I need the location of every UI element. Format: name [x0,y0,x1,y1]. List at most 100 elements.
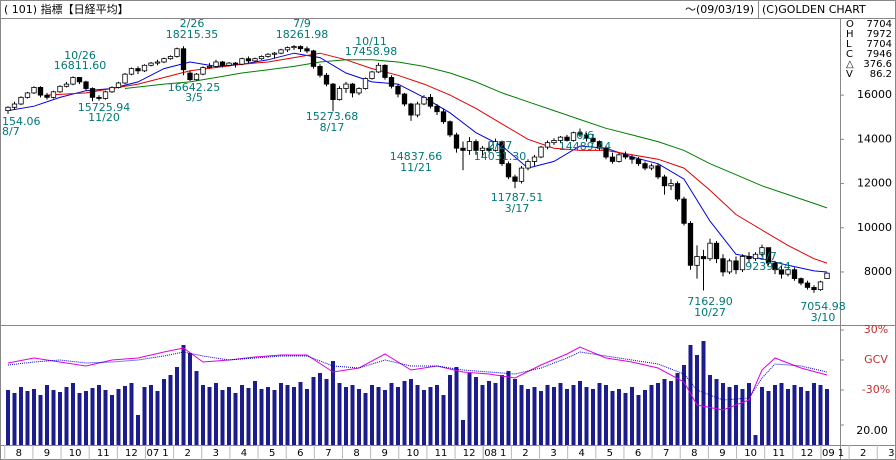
volume-bar [487,381,491,445]
volume-bar [747,383,751,445]
x-tick-label: 7 [325,448,331,459]
candle-body [791,269,798,279]
volume-bar [773,385,777,445]
candle-body [31,87,37,94]
x-tick-label: 8 [691,448,697,459]
volume-bar [285,385,290,445]
volume-bar [597,383,602,445]
x-tick-label: 11 [772,448,785,459]
volume-bar [6,390,10,445]
x-tick-label: 12 [463,448,476,459]
y-tick-label: 12000 [857,177,892,190]
volume-bar [207,387,212,445]
candle-body [219,61,226,66]
candle-body [356,88,362,94]
candle-body [122,73,128,84]
candle-body [330,83,336,100]
candle-body [460,147,466,151]
candle-body [499,141,505,165]
candle-body [648,165,655,169]
volume-bar [188,353,192,445]
x-tick-label: 1 [500,448,506,459]
volume-bar [71,383,75,445]
x-tick-label: 6 [635,448,641,459]
candle-body [317,66,323,76]
candle-body [505,163,512,178]
annotation: 10/11 [355,35,387,48]
candle-body [187,72,193,81]
x-tick-label: 11 [435,448,448,459]
volume-bar [643,390,647,445]
candle-body [681,198,687,224]
volume-bar [253,381,257,445]
volume-bar [279,383,283,445]
volume-bar [214,383,218,445]
candle-body [349,83,356,94]
volume-bar [58,392,62,445]
candle-body [778,269,785,275]
volume-bar [799,387,803,445]
volume-bar [220,390,225,445]
candle-body [453,134,460,149]
moving-average [124,59,828,209]
header-copyright: (C)GOLDEN CHART [762,3,866,16]
candle-body [544,142,551,148]
candle-body [473,141,479,151]
candle-body [564,136,570,141]
volume-bar [415,385,420,445]
volume-tick-label: 20.00 [856,424,888,437]
candle-body [24,92,31,98]
candle-body [479,147,486,151]
candle-body [434,105,440,113]
volume-bar [90,388,95,445]
volume-bar [357,389,361,445]
candle-body [50,91,57,98]
volume-bar [740,389,745,445]
volume-bar [714,379,719,445]
volume-bar [441,395,446,445]
volume-bar [266,387,270,445]
candle-body [200,67,206,75]
x-tick-label: 5 [607,448,613,459]
candle-body [577,132,583,136]
volume-bar [682,365,686,445]
annotation: 17458.98 [345,45,398,58]
annotation: 10/27 [694,306,726,319]
volume-bar [727,387,732,445]
candle-body [271,52,278,55]
x-tick-label: 11 [97,448,110,459]
candle-body [486,147,492,151]
candle-body [674,183,681,200]
candle-body [135,68,141,72]
volume-bar [259,389,264,445]
quote-value: 376.6 [863,59,892,70]
x-tick-label: 9 [382,448,388,459]
x-year-label: 07 [146,448,159,459]
volume-bar [708,375,712,445]
candle-body [252,58,258,62]
volume-bar [480,385,485,445]
x-year-label: 08 [484,448,497,459]
candle-body [752,253,759,260]
volume-bar [584,387,589,445]
candle-body [785,269,791,275]
volume-bar [467,373,472,445]
annotation: 10/26 [64,49,96,62]
quote-value: 7972 [867,29,892,40]
candle-body [590,137,596,142]
candle-body [655,165,661,178]
candle-body [570,132,577,141]
quote-value: 7704 [867,39,892,50]
volume-bar [604,385,608,445]
y-tick-label: 16000 [857,88,892,101]
candle-body [141,64,148,72]
annotation: 8/7 [2,125,20,138]
candle-body [551,140,557,144]
candle-body [239,58,245,65]
annotation: 7054.98 [800,300,846,313]
volume-bar [422,390,426,445]
volume-bar [617,389,621,445]
candle-body [518,167,525,182]
volume-bar [51,390,56,445]
volume-bar [110,395,114,445]
